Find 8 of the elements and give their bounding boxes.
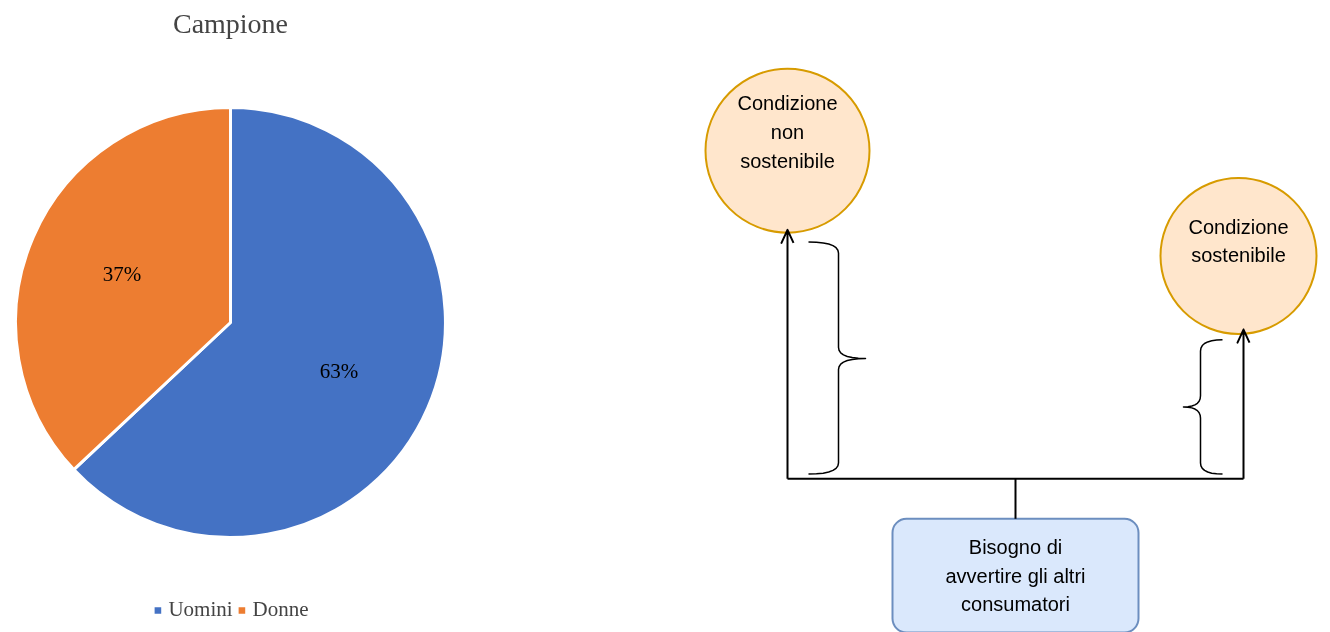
legend-label: Donne	[252, 597, 309, 622]
legend-label: Uomini	[168, 597, 233, 622]
chart-title: Campione	[172, 7, 289, 39]
data-label: 37%	[102, 262, 142, 287]
data-label: 63%	[319, 358, 359, 383]
text: Bisogno di avvertire gli altri consumatori	[945, 536, 1086, 616]
text: Condizione non sostenibile	[737, 92, 838, 172]
text: Condizione sostenibile	[1188, 215, 1289, 267]
